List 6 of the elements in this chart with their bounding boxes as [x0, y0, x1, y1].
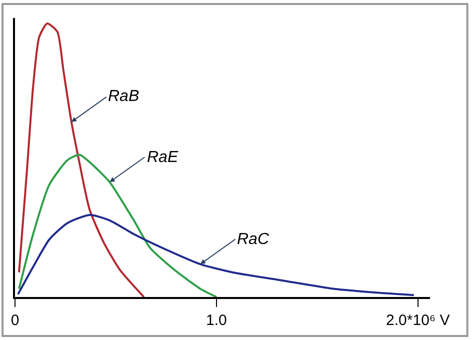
- x-tick-label: 1.0: [206, 312, 227, 329]
- x-tick-label: 0: [10, 312, 20, 329]
- text: RaB: [108, 88, 140, 105]
- series-label: RaC: [237, 231, 270, 248]
- text: RaE: [147, 149, 178, 166]
- x-tick-label: 2.0*10⁶ V: [386, 312, 450, 329]
